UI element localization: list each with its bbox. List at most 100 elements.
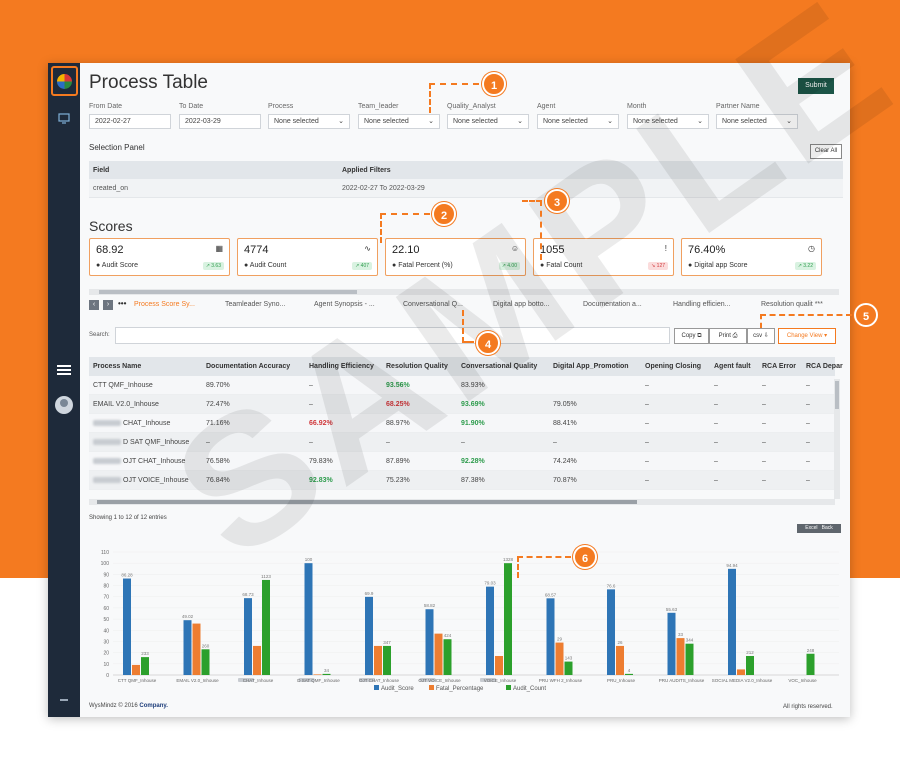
excel-button[interactable]: Excel bbox=[805, 525, 818, 531]
callout-1: 1 bbox=[482, 72, 506, 96]
table-cell: – bbox=[309, 401, 313, 408]
tab-5[interactable]: Documentation a... bbox=[583, 301, 642, 308]
main-content: Process Table From Date 2022-02-27 To Date… bbox=[80, 63, 850, 717]
table-cell: 91.90% bbox=[461, 420, 485, 427]
table-cell: – bbox=[762, 458, 766, 465]
scrollbar-thumb[interactable] bbox=[835, 381, 839, 409]
table-cell: 70.87% bbox=[553, 477, 577, 484]
table-horizontal-scrollbar[interactable] bbox=[89, 499, 835, 505]
tab-7[interactable]: Resolution qualit *** bbox=[761, 301, 823, 308]
data-label: 26 bbox=[617, 640, 623, 645]
table-cell: – bbox=[714, 458, 718, 465]
app-logo[interactable] bbox=[51, 66, 78, 96]
chart-bar-audit-score bbox=[365, 596, 373, 675]
chart-bar-audit-count bbox=[806, 653, 815, 675]
filter-dropdown[interactable]: None selected ⌄ bbox=[537, 114, 619, 129]
table-row[interactable]: OJT VOICE_Inhouse 76.84% 92.83% 75.23% 87.38… bbox=[89, 471, 835, 490]
tab-more-icon[interactable]: ••• bbox=[118, 299, 127, 308]
csv-button[interactable]: csv ⇩ bbox=[747, 328, 775, 344]
submit-button[interactable]: Submit bbox=[798, 78, 834, 94]
chevron-down-icon: ⌄ bbox=[338, 118, 344, 125]
tab-1[interactable]: Teamleader Syno... bbox=[225, 301, 286, 308]
print-button[interactable]: Print ⎙ bbox=[709, 328, 747, 344]
legend-swatch bbox=[506, 685, 511, 690]
table-row[interactable]: EMAIL V2.0_Inhouse 72.47% – 68.25% 93.69% 79.… bbox=[89, 395, 835, 414]
table-row[interactable]: CHAT_Inhouse 71.16% 66.92% 88.97% 91.90% 88.4… bbox=[89, 414, 835, 433]
chart-bar-audit-score bbox=[728, 568, 736, 675]
table-row[interactable]: OJT CHAT_Inhouse 76.58% 79.83% 87.89% 92.28%… bbox=[89, 452, 835, 471]
filter-dropdown[interactable]: None selected ⌄ bbox=[716, 114, 798, 129]
callout-3-line bbox=[522, 200, 542, 260]
chart-bar-audit-score bbox=[304, 563, 313, 675]
x-tick-label: PRU AUDITS_Inhouse bbox=[659, 678, 705, 683]
globe-icon bbox=[57, 73, 72, 89]
score-label: ● Fatal Percent (%) bbox=[392, 262, 453, 269]
chart-bar-fatal-percentage bbox=[434, 633, 443, 675]
avatar[interactable] bbox=[55, 396, 73, 414]
score-card[interactable]: 76.40% ◷ ● Digital app Score ↗ 3.22 bbox=[681, 238, 822, 276]
table-row[interactable]: CTT QMF_Inhouse 89.70% – 93.56% 83.93% – – – – bbox=[89, 376, 835, 395]
scrollbar-thumb[interactable] bbox=[97, 500, 637, 504]
score-card[interactable]: 4774 ∿ ● Audit Count ↗ 407 bbox=[237, 238, 378, 276]
column-header[interactable]: Digital App_Promotion bbox=[553, 363, 629, 370]
column-header[interactable]: RCA Depar bbox=[806, 363, 843, 370]
column-header[interactable]: Conversational Quality bbox=[461, 363, 538, 370]
chart-bar-fatal-percentage bbox=[555, 642, 564, 675]
date-input[interactable]: 2022-02-27 bbox=[89, 114, 171, 129]
score-card[interactable]: 22.10 ☺ ● Fatal Percent (%) ↗ 4.00 bbox=[385, 238, 526, 276]
column-header[interactable]: Opening Closing bbox=[645, 363, 701, 370]
chart-bar-audit-count bbox=[383, 645, 391, 675]
table-cell: 76.84% bbox=[206, 477, 230, 484]
monitor-icon[interactable] bbox=[56, 112, 72, 128]
column-header[interactable]: Resolution Quality bbox=[386, 363, 448, 370]
table-row[interactable]: D SAT QMF_Inhouse – – – – – – – – – bbox=[89, 433, 835, 452]
column-header[interactable]: Process Name bbox=[93, 363, 142, 370]
table-cell: 89.70% bbox=[206, 382, 230, 389]
copy-button[interactable]: Copy ⧉ bbox=[674, 328, 709, 344]
table-cell: – bbox=[645, 420, 649, 427]
column-header[interactable]: Agent fault bbox=[714, 363, 751, 370]
back-button[interactable]: Back bbox=[821, 525, 833, 531]
date-input[interactable]: 2022-03-29 bbox=[179, 114, 261, 129]
tab-3[interactable]: Conversational Q... bbox=[403, 301, 463, 308]
chart-bar-audit-count bbox=[504, 563, 512, 675]
change-view-button[interactable]: Change View ▾ bbox=[778, 328, 836, 344]
tab-prev-button[interactable]: ‹ bbox=[89, 300, 99, 310]
table-vertical-scrollbar[interactable] bbox=[834, 379, 840, 499]
chart-bar-audit-score bbox=[546, 598, 555, 675]
filter-value: None selected bbox=[543, 118, 588, 125]
cards-scrollbar[interactable] bbox=[89, 289, 839, 295]
chart-bar-audit-count bbox=[201, 649, 210, 675]
tab-4[interactable]: Digital app botto... bbox=[493, 301, 550, 308]
filter-dropdown[interactable]: None selected ⌄ bbox=[358, 114, 440, 129]
menu-icon[interactable] bbox=[57, 363, 71, 377]
score-card[interactable]: 1055! ● Fatal Count ↘ 127 bbox=[533, 238, 674, 276]
column-header[interactable]: RCA Error bbox=[762, 363, 796, 370]
column-header[interactable]: Handling Efficiency bbox=[309, 363, 374, 370]
export-buttons: Excel Back bbox=[797, 524, 841, 533]
score-card[interactable]: 68.92 ▦ ● Audit Score ↗ 3.63 bbox=[89, 238, 230, 276]
search-input[interactable] bbox=[115, 327, 670, 344]
tab-next-button[interactable]: › bbox=[103, 300, 113, 310]
scrollbar-thumb[interactable] bbox=[99, 290, 357, 294]
table-cell: – bbox=[461, 439, 465, 446]
y-tick-label: 10 bbox=[103, 662, 109, 668]
table-cell: 88.97% bbox=[386, 420, 410, 427]
table-cell: 68.25% bbox=[386, 401, 410, 408]
filter-dropdown[interactable]: None selected ⌄ bbox=[447, 114, 529, 129]
filter-dropdown[interactable]: None selected ⌄ bbox=[268, 114, 350, 129]
filter-7: Partner Name None selected ⌄ bbox=[716, 103, 798, 129]
filter-dropdown[interactable]: None selected ⌄ bbox=[627, 114, 709, 129]
score-label: ● Audit Score bbox=[96, 262, 138, 269]
tab-6[interactable]: Handling efficien... bbox=[673, 301, 731, 308]
column-header[interactable]: Documentation Accuracy bbox=[206, 363, 291, 370]
tab-0[interactable]: Process Score Sy... bbox=[134, 301, 195, 308]
clear-all-button[interactable]: Clear All bbox=[810, 144, 842, 159]
callout-5: 5 bbox=[854, 303, 878, 327]
score-value: 4774 bbox=[244, 244, 269, 256]
tab-2[interactable]: Agent Synopsis - ... bbox=[314, 301, 375, 308]
data-label: 248 bbox=[807, 648, 815, 653]
y-tick-label: 60 bbox=[103, 606, 109, 612]
data-label: 34 bbox=[324, 668, 330, 673]
data-label: 424 bbox=[444, 633, 452, 638]
